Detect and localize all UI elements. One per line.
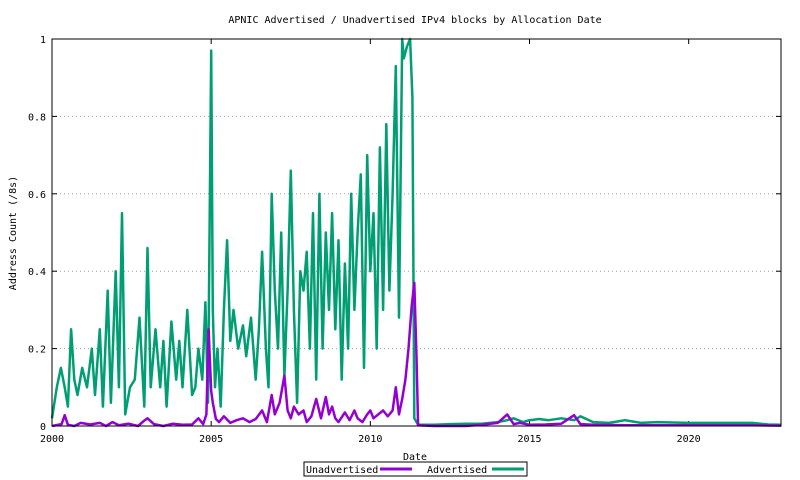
x-tick-label: 2005 bbox=[199, 434, 223, 445]
plot-frame bbox=[51, 38, 782, 427]
y-tick-label: 0.4 bbox=[28, 267, 46, 278]
x-tick-label: 2020 bbox=[677, 434, 701, 445]
series-group bbox=[50, 37, 782, 428]
legend-label-advertised: Advertised bbox=[427, 465, 487, 476]
series-line-advertised bbox=[50, 37, 782, 427]
legend-box bbox=[303, 461, 528, 477]
x-axis-label: Date bbox=[403, 452, 427, 463]
y-tick-label: 0.6 bbox=[28, 190, 46, 201]
y-tick-label: 1 bbox=[40, 35, 46, 46]
grid-lines bbox=[52, 115, 781, 350]
legend-label-unadvertised: Unadvertised bbox=[306, 465, 378, 476]
x-tick-label: 2010 bbox=[358, 434, 382, 445]
y-axis: 0 0.2 0.4 0.6 0.8 1 bbox=[28, 35, 781, 433]
y-tick-label: 0 bbox=[40, 422, 46, 433]
y-tick-label: 0.8 bbox=[28, 112, 46, 123]
y-tick-label: 0.2 bbox=[28, 345, 46, 356]
legend: Unadvertised Advertised bbox=[303, 461, 528, 477]
y-axis-label: Address Count (/8s) bbox=[8, 176, 19, 290]
series-line-unadvertised bbox=[51, 281, 782, 428]
x-tick-label: 2015 bbox=[517, 434, 541, 445]
chart-title: APNIC Advertised / Unadvertised IPv4 blo… bbox=[228, 15, 601, 26]
x-tick-label: 2000 bbox=[40, 434, 64, 445]
